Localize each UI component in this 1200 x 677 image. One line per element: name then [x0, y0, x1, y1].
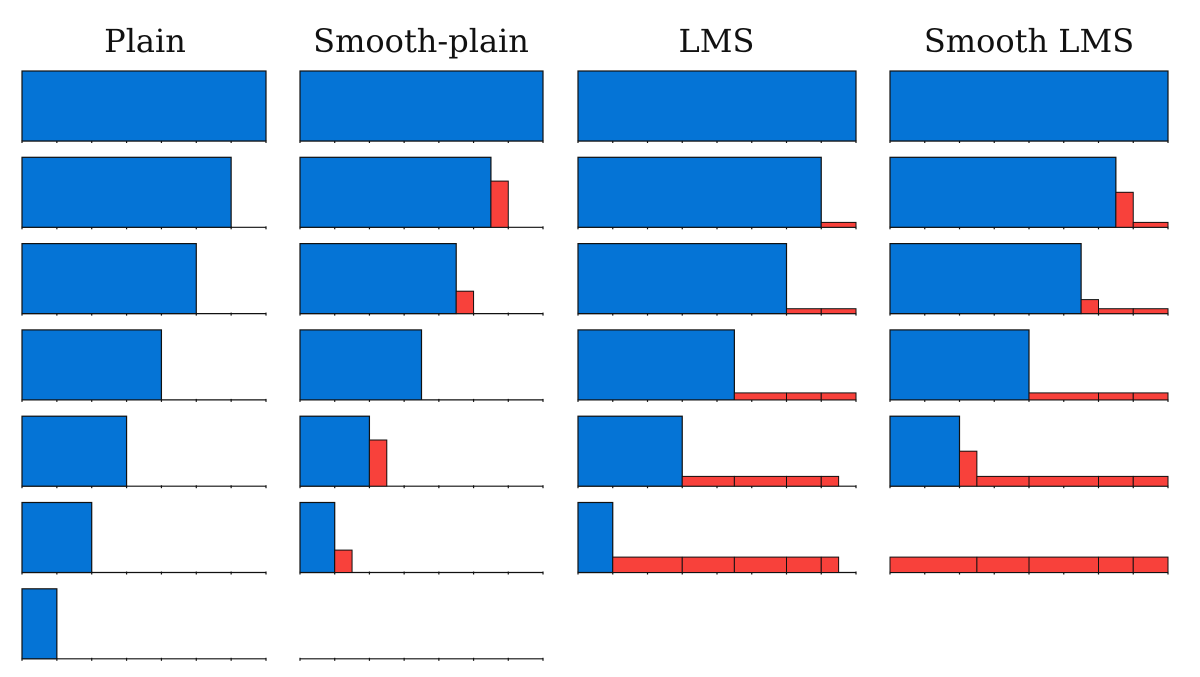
blue-bar [299, 70, 544, 142]
blue-bar [889, 70, 1169, 142]
blue-bar [21, 501, 93, 574]
red-bar [959, 450, 978, 487]
red-bar [733, 475, 787, 487]
red-bar [820, 392, 857, 401]
blue-bar [299, 156, 492, 228]
red-bar [889, 556, 978, 573]
red-bar [786, 308, 822, 315]
blue-bar [889, 415, 961, 487]
red-bar [1132, 221, 1169, 228]
blue-bar [299, 501, 336, 574]
red-bar [733, 556, 787, 573]
red-bar [786, 475, 822, 487]
blue-bar [21, 156, 232, 228]
column-title-plain: Plain [104, 22, 186, 60]
red-bar [976, 556, 1030, 573]
blue-bar [889, 156, 1117, 228]
blue-bar [299, 329, 423, 401]
red-bar [490, 180, 509, 228]
red-bar [1028, 556, 1099, 573]
blue-bar [299, 415, 371, 487]
red-bar [1132, 556, 1169, 573]
red-bar [820, 221, 857, 228]
red-bar [1028, 392, 1099, 401]
red-bar [1098, 556, 1134, 573]
blue-bar [889, 243, 1082, 315]
red-bar [786, 392, 822, 401]
blue-bar [21, 70, 267, 142]
red-bar [820, 308, 857, 315]
red-bar [1028, 475, 1099, 487]
red-bar [1115, 191, 1134, 228]
red-bar [1132, 308, 1169, 315]
column-title-smooth-plain: Smooth-plain [313, 22, 529, 60]
blue-bar [577, 156, 822, 228]
red-bar [1132, 475, 1169, 487]
red-bar [681, 475, 735, 487]
red-bar [820, 556, 840, 573]
red-bar [1132, 392, 1169, 401]
red-bar [976, 475, 1030, 487]
column-title-lms: LMS [678, 22, 755, 60]
blue-bar [577, 415, 683, 487]
red-bar [733, 392, 787, 401]
red-bar [334, 549, 353, 573]
blue-bar [577, 70, 857, 142]
column-title-smooth-lms: Smooth LMS [923, 22, 1135, 60]
blue-bar [577, 243, 788, 315]
red-bar [1098, 475, 1134, 487]
blue-bar [299, 243, 457, 315]
blue-bar [21, 588, 58, 660]
red-bar [786, 556, 822, 573]
blue-bar [577, 329, 735, 401]
red-bar [820, 475, 840, 487]
red-bar [1080, 299, 1099, 315]
red-bar [1098, 308, 1134, 315]
blue-bar [21, 243, 197, 315]
red-bar [455, 290, 475, 315]
red-bar [681, 556, 735, 573]
red-bar [1098, 392, 1134, 401]
red-bar [368, 439, 388, 487]
red-bar [612, 556, 683, 573]
blue-bar [21, 415, 128, 487]
blue-bar [889, 329, 1030, 401]
blue-bar [21, 329, 163, 401]
blue-bar [577, 501, 614, 574]
